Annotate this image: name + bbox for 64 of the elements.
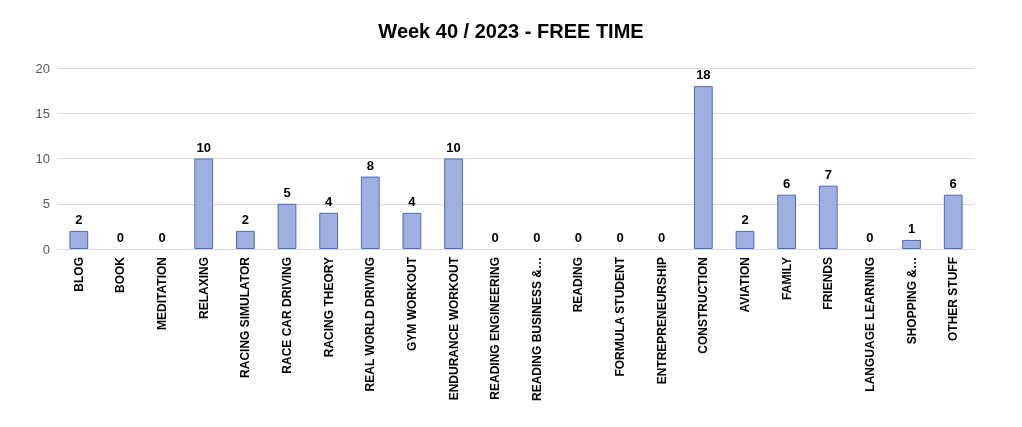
data-label: 5 — [283, 184, 291, 200]
x-tick-label: FORMULA STUDENT — [613, 256, 628, 377]
bar — [902, 239, 921, 249]
data-label: 2 — [741, 211, 749, 227]
data-label: 10 — [446, 139, 461, 155]
chart-title: Week 40 / 2023 - FREE TIME — [378, 20, 644, 42]
y-tick-label: 0 — [42, 241, 50, 257]
data-label: 4 — [325, 193, 334, 209]
bar — [943, 194, 963, 249]
bar — [735, 230, 755, 249]
data-label: 0 — [616, 230, 624, 245]
x-tick-label: READING ENGINEERING — [488, 257, 503, 400]
y-tick-label: 15 — [35, 105, 50, 121]
x-tick-label: MEDITATION — [155, 257, 170, 330]
x-tick-label: GYM WORKOUT — [404, 256, 419, 351]
data-label: 8 — [366, 157, 374, 173]
y-tick-label: 10 — [35, 151, 50, 166]
bar — [69, 230, 89, 249]
x-tick-label: READING — [571, 257, 586, 313]
data-label: 0 — [158, 230, 166, 245]
x-tick-label: FAMILY — [779, 257, 794, 300]
bar — [694, 86, 713, 249]
x-tick-label: BOOK — [113, 256, 128, 293]
data-label: 0 — [866, 230, 874, 245]
data-label: 0 — [658, 230, 666, 245]
bar — [236, 230, 255, 249]
bar — [360, 176, 380, 249]
x-tick-label: AVIATION — [738, 257, 752, 313]
bar — [777, 194, 796, 249]
x-tick-label: FRIENDS — [821, 257, 836, 310]
data-label: 0 — [116, 230, 125, 245]
data-label: 1 — [907, 220, 916, 236]
x-tick-label: ENTREPRENEURSHIP — [654, 257, 669, 385]
data-label: 2 — [241, 211, 249, 227]
bar — [277, 203, 297, 249]
x-tick-label: RACE CAR DRIVING — [280, 257, 294, 374]
data-label: 6 — [949, 175, 957, 191]
x-tick-label: LANGUAGE LEARNING — [862, 257, 877, 392]
data-label: 0 — [533, 230, 541, 245]
data-label: 10 — [196, 139, 211, 155]
bar — [818, 185, 838, 249]
x-tick-label: OTHER STUFF — [946, 257, 961, 341]
x-tick-label: ENDURANCE WORKOUT — [446, 256, 461, 401]
x-tick-label: RACING THEORY — [321, 257, 336, 358]
bar — [402, 212, 422, 249]
x-tick-label: SHOPPING &… — [904, 257, 919, 345]
data-label: 0 — [491, 230, 499, 245]
data-label: 18 — [696, 67, 711, 83]
data-label: 0 — [574, 230, 583, 245]
y-tick-label: 5 — [42, 196, 50, 212]
x-tick-label: BLOG — [71, 257, 86, 292]
data-label: 6 — [783, 175, 791, 191]
data-label: 2 — [75, 211, 83, 227]
y-tick-label: 20 — [35, 60, 50, 76]
x-tick-label: RACING SIMULATOR — [238, 256, 253, 378]
x-tick-label: RELAXING — [196, 257, 211, 320]
bar — [319, 212, 338, 249]
x-tick-label: REAL WORLD DRIVING — [363, 257, 378, 392]
data-label: 7 — [824, 166, 832, 182]
data-label: 4 — [408, 193, 417, 209]
bar — [194, 158, 214, 249]
bar — [444, 158, 463, 249]
x-tick-label: CONSTRUCTION — [696, 257, 711, 354]
x-tick-label: READING BUSINESS &… — [529, 257, 544, 402]
